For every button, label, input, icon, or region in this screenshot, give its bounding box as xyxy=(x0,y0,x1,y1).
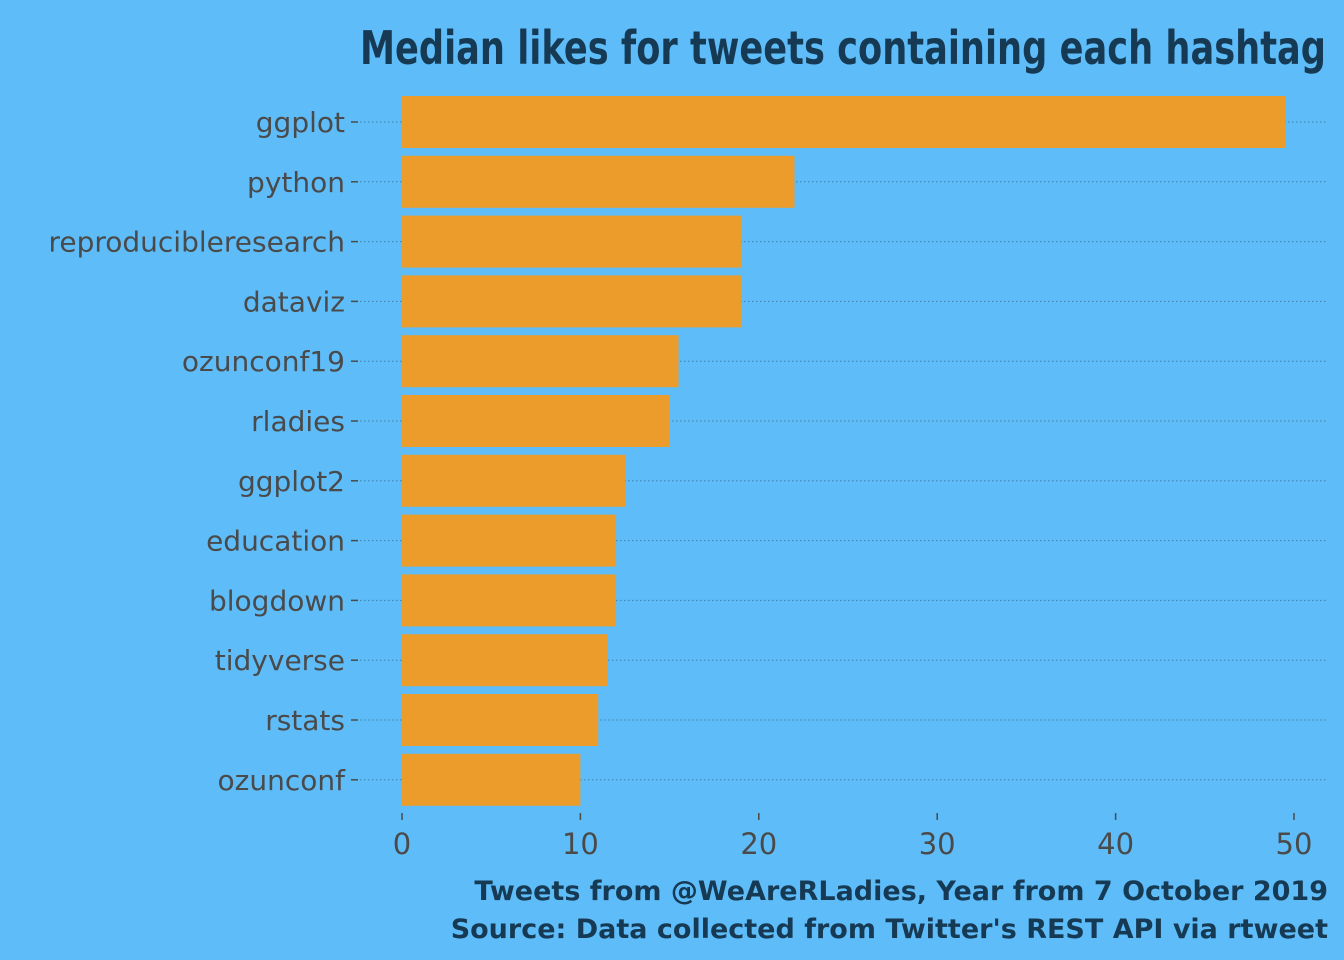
x-tick-label-0: 0 xyxy=(393,827,411,861)
category-label-education: education xyxy=(206,525,345,558)
bar-ozunconf19 xyxy=(402,335,679,388)
category-label-dataviz: dataviz xyxy=(243,285,345,318)
bar-tidyverse xyxy=(402,634,608,687)
x-tick-label-50: 50 xyxy=(1276,827,1313,861)
category-label-reproducibleresearch: reproducibleresearch xyxy=(48,226,345,259)
x-tick-label-40: 40 xyxy=(1097,827,1134,861)
category-labels: ggplot python reproducibleresearch dataviz o… xyxy=(48,106,346,797)
category-label-blogdown: blogdown xyxy=(209,584,345,617)
caption-line-1: Tweets from @WeAreRLadies, Year from 7 O… xyxy=(474,876,1328,907)
x-tick-label-10: 10 xyxy=(562,827,599,861)
category-label-ozunconf: ozunconf xyxy=(218,764,347,797)
chart-title: Median likes for tweets containing each … xyxy=(360,21,1326,75)
bar-rladies xyxy=(402,395,670,447)
category-label-python: python xyxy=(247,166,345,199)
category-label-rstats: rstats xyxy=(265,704,345,737)
gridlines xyxy=(351,121,1326,781)
bar-ozunconf xyxy=(402,753,581,806)
bar-ggplot xyxy=(402,96,1286,148)
bar-python xyxy=(402,155,795,208)
bars xyxy=(402,96,1286,806)
bar-reproducibleresearch xyxy=(402,215,741,268)
bar-dataviz xyxy=(402,275,741,328)
category-label-tidyverse: tidyverse xyxy=(215,644,345,677)
category-label-ggplot2: ggplot2 xyxy=(238,465,345,498)
category-label-ggplot: ggplot xyxy=(256,106,345,139)
bar-rstats xyxy=(402,694,599,746)
category-label-rladies: rladies xyxy=(251,405,345,438)
x-tick-label-30: 30 xyxy=(919,827,956,861)
x-tick-label-20: 20 xyxy=(740,827,777,861)
x-axis: 0 10 20 30 40 50 xyxy=(393,813,1313,861)
bar-ggplot2 xyxy=(402,454,625,507)
bar-education xyxy=(402,514,617,567)
category-label-ozunconf19: ozunconf19 xyxy=(182,345,345,378)
caption-line-2: Source: Data collected from Twitter's RE… xyxy=(451,914,1328,945)
bar-blogdown xyxy=(402,574,617,627)
